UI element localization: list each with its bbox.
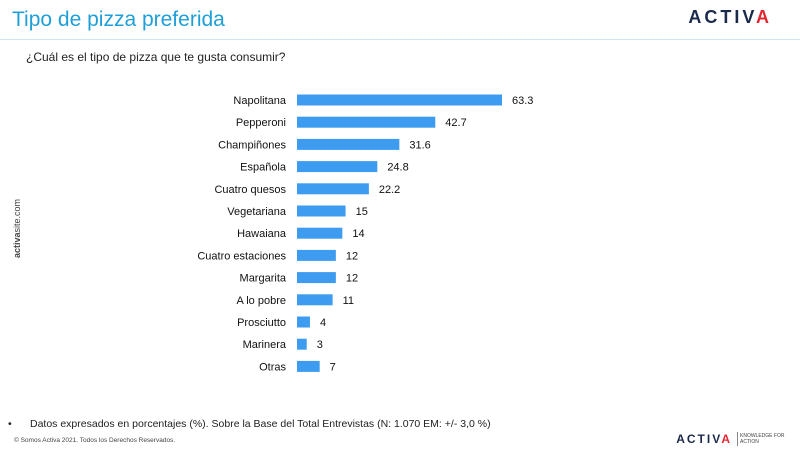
value-label: 7: [330, 361, 336, 373]
value-label: 31.6: [409, 139, 430, 151]
activa-logo: ACTIVA: [688, 7, 772, 28]
category-label: Cuatro estaciones: [197, 250, 286, 262]
category-label: Prosciutto: [237, 317, 286, 329]
value-label: 4: [320, 317, 326, 329]
value-label: 42.7: [445, 117, 466, 129]
category-label: A lo pobre: [236, 295, 286, 307]
category-label: Marinera: [243, 339, 287, 351]
value-label: 11: [343, 295, 354, 307]
value-label: 3: [317, 339, 323, 351]
category-label: Margarita: [240, 273, 287, 285]
survey-question: ¿Cuál es el tipo de pizza que te gusta c…: [26, 50, 286, 64]
value-label: 63.3: [512, 95, 533, 107]
bar: [297, 360, 320, 372]
footer-tagline: KNOWLEDGE FOR ACTION: [740, 433, 785, 445]
bar: [297, 294, 333, 306]
value-label: 24.8: [387, 162, 408, 174]
bar: [297, 116, 436, 128]
category-label: Cuatro quesos: [214, 184, 286, 196]
value-label: 12: [346, 250, 358, 262]
category-label: Hawaiana: [237, 228, 287, 240]
value-label: 22.2: [379, 184, 400, 196]
bar: [297, 161, 378, 173]
bar: [297, 249, 336, 261]
footnote: • Datos expresados en porcentajes (%). So…: [8, 418, 491, 430]
category-label: Champiñones: [218, 139, 286, 151]
category-label: Napolitana: [233, 95, 286, 107]
category-label: Vegetariana: [227, 206, 287, 218]
bar: [297, 205, 346, 217]
footer-logo-text: ACTIV: [676, 432, 722, 446]
value-label: 12: [346, 273, 358, 285]
bar: [297, 316, 310, 328]
bar: [297, 94, 502, 106]
footer-logo: ACTIVA: [676, 432, 732, 446]
category-label: Española: [240, 162, 287, 174]
footnote-bullet: •: [8, 418, 12, 430]
value-label: 15: [356, 206, 368, 218]
copyright-text: © Somos Activa 2021. Todos los Derechos …: [14, 437, 176, 444]
category-label: Pepperoni: [236, 117, 286, 129]
footer-logo-divider: [737, 432, 738, 446]
footer-logo-accent: A: [721, 432, 732, 446]
bar: [297, 272, 336, 284]
footnote-text: Datos expresados en porcentajes (%). Sob…: [30, 418, 491, 430]
logo-text: ACTIV: [688, 7, 756, 27]
logo-accent-letter: A: [756, 7, 772, 27]
category-label: Otras: [259, 361, 286, 373]
bar: [297, 227, 343, 239]
value-label: 14: [352, 228, 364, 240]
page-title: Tipo de pizza preferida: [12, 8, 225, 31]
bar: [297, 338, 307, 350]
header-divider: [0, 39, 800, 40]
bar: [297, 138, 400, 150]
bar: [297, 183, 369, 195]
